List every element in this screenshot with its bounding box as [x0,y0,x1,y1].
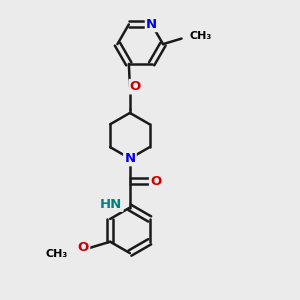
Text: N: N [124,152,136,165]
Text: N: N [146,18,157,31]
Text: HN: HN [100,198,122,211]
Text: CH₃: CH₃ [190,31,212,41]
Text: CH₃: CH₃ [46,249,68,260]
Text: O: O [130,80,141,93]
Text: O: O [150,175,161,188]
Text: O: O [78,241,89,254]
